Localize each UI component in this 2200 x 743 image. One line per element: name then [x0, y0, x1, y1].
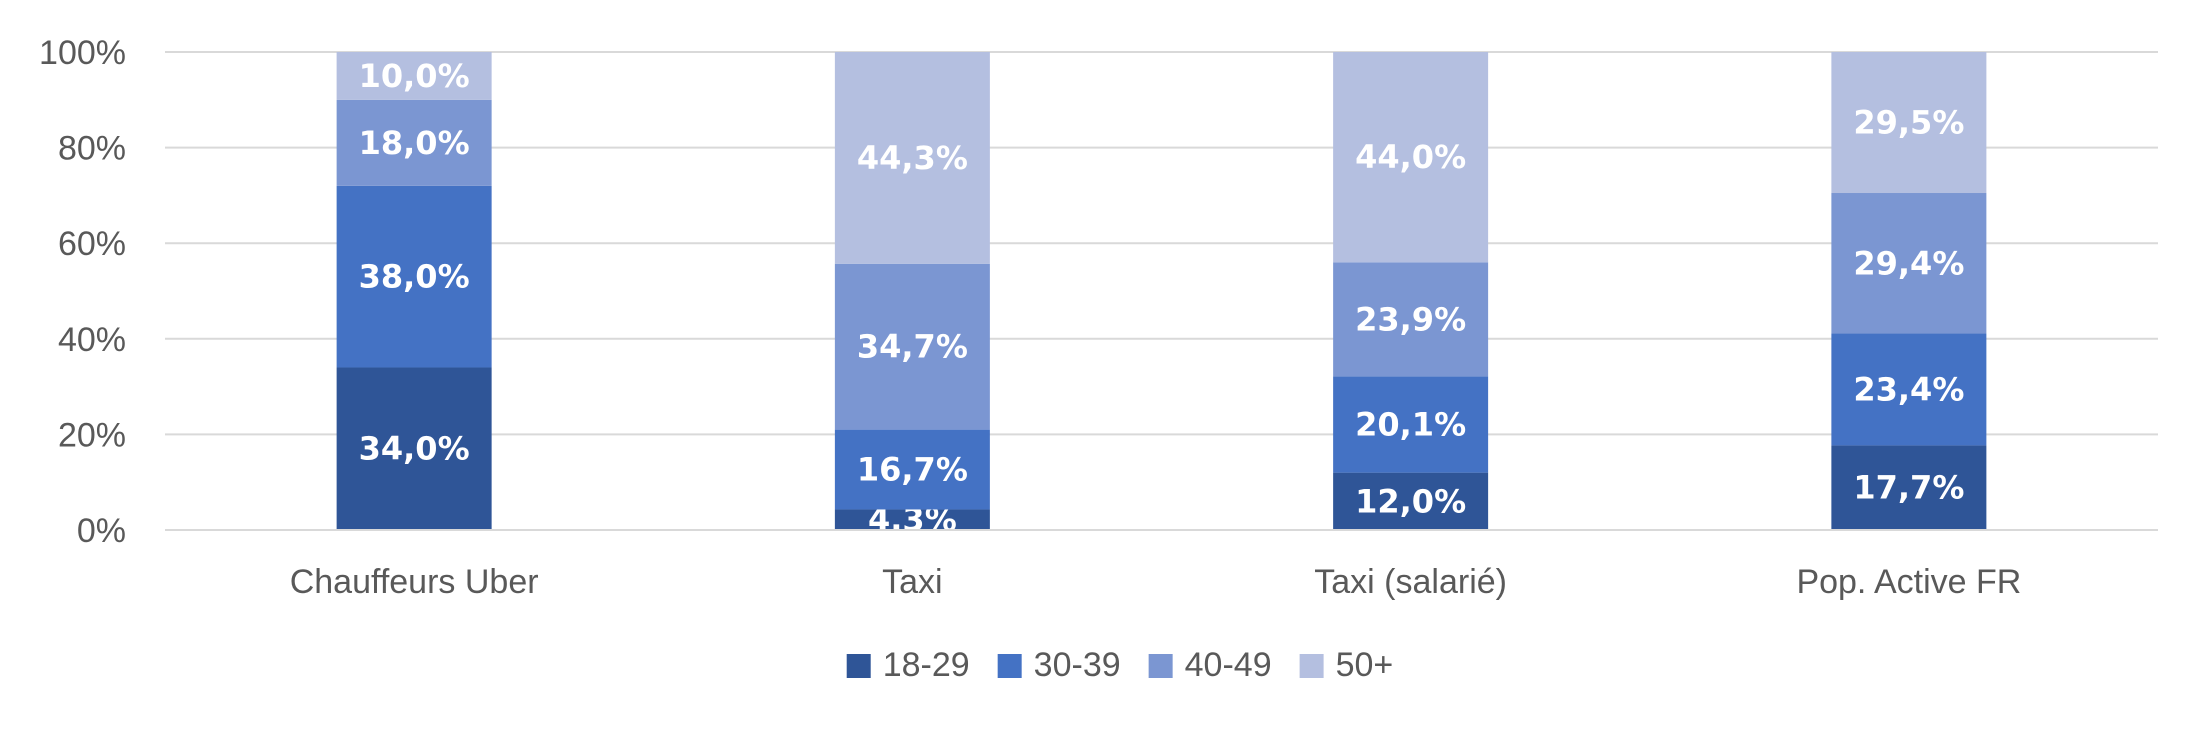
data-label: 10,0%: [359, 57, 470, 95]
data-label: 20,1%: [1355, 406, 1466, 444]
legend-swatch: [846, 654, 871, 678]
data-label: 12,0%: [1355, 482, 1466, 520]
bar-segment: [336, 185, 492, 368]
y-tick-label: 60%: [58, 225, 126, 263]
category-label: Chauffeurs Uber: [290, 563, 539, 601]
data-label: 17,7%: [1853, 469, 1964, 507]
data-label: 44,0%: [1355, 138, 1466, 176]
legend-item: 40-49: [1148, 646, 1272, 684]
legend-swatch: [1299, 654, 1324, 678]
data-label: 23,9%: [1355, 300, 1466, 338]
y-tick-label: 100%: [39, 34, 126, 72]
bar-segment: [336, 99, 492, 186]
data-label: 18,0%: [359, 124, 470, 162]
y-tick-label: 20%: [58, 416, 126, 454]
data-label: 34,7%: [857, 328, 968, 366]
bar-segment: [834, 429, 990, 510]
bar-segment: [834, 263, 990, 430]
legend-label: 40-49: [1185, 646, 1272, 684]
bar-segment: [1831, 445, 1987, 530]
y-axis: 0% 20% 40% 60% 80% 100%: [39, 34, 126, 550]
data-label: 29,4%: [1853, 244, 1964, 282]
legend-item: 30-39: [997, 646, 1121, 684]
data-label: 23,4%: [1853, 370, 1964, 408]
legend-label: 30-39: [1034, 646, 1121, 684]
bar-segment: [336, 52, 492, 100]
bar-segment: [1831, 193, 1987, 334]
bar-segment: [1333, 52, 1489, 263]
bar-segment: [834, 509, 990, 530]
data-label: 44,3%: [857, 139, 968, 177]
legend-swatch: [997, 654, 1022, 678]
data-label: 29,5%: [1853, 104, 1964, 142]
bars: 34,0%38,0%18,0%10,0%4,3%16,7%34,7%44,3%1…: [336, 52, 1987, 539]
legend-item: 50+: [1299, 646, 1394, 684]
category-label: Pop. Active FR: [1796, 563, 2021, 601]
y-tick-label: 0%: [77, 512, 126, 550]
bar-segment: [1333, 472, 1489, 530]
legend-item: 18-29: [846, 646, 970, 684]
bar-segment: [834, 52, 990, 264]
legend-swatch: [1148, 654, 1173, 678]
y-tick-label: 80%: [58, 130, 126, 168]
data-label: 34,0%: [359, 430, 470, 468]
y-tick-label: 40%: [58, 321, 126, 359]
legend-label: 50+: [1336, 646, 1394, 684]
category-label: Taxi: [882, 563, 942, 601]
data-label: 16,7%: [857, 451, 968, 489]
legend-label: 18-29: [883, 646, 970, 684]
category-label: Taxi (salarié): [1314, 563, 1507, 601]
bar-segment: [1831, 52, 1987, 194]
bar-segment: [1333, 262, 1489, 377]
data-label: 38,0%: [359, 258, 470, 296]
bar-segment: [336, 367, 492, 530]
legend: 18-29 30-39 40-49 50+: [846, 646, 1394, 684]
bar-segment: [1333, 376, 1489, 473]
x-axis: Chauffeurs Uber Taxi Taxi (salarié) Pop. Ac…: [165, 529, 2158, 601]
bar-segment: [1831, 333, 1987, 446]
